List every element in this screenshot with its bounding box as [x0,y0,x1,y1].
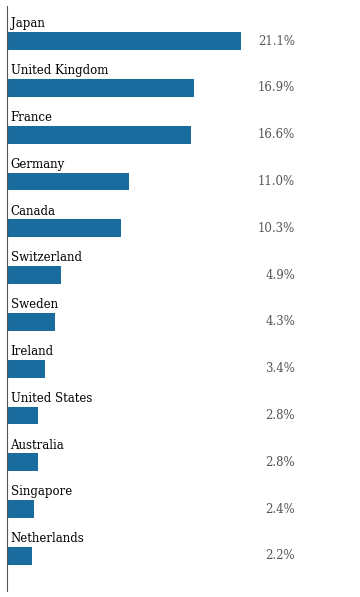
Bar [7,454,38,471]
Bar [7,220,121,237]
Text: 16.9%: 16.9% [258,81,295,94]
Text: 2.2%: 2.2% [266,549,295,562]
Text: Australia: Australia [10,439,64,451]
Text: Netherlands: Netherlands [10,532,84,545]
Text: United States: United States [10,392,92,405]
Text: Germany: Germany [10,158,65,171]
Bar [7,32,240,50]
Bar [7,500,34,518]
Text: 4.9%: 4.9% [265,269,295,282]
Bar [7,360,45,377]
Text: 10.3%: 10.3% [258,222,295,235]
Text: 2.4%: 2.4% [265,503,295,516]
Text: United Kingdom: United Kingdom [10,64,108,77]
Bar [7,547,32,565]
Bar [7,173,129,190]
Bar [7,79,194,97]
Bar [7,407,38,424]
Text: 2.8%: 2.8% [266,456,295,469]
Bar [7,266,61,284]
Text: 21.1%: 21.1% [258,35,295,48]
Text: Switzerland: Switzerland [10,251,81,264]
Text: 2.8%: 2.8% [266,409,295,422]
Bar [7,126,191,143]
Text: France: France [10,111,53,124]
Text: Ireland: Ireland [10,345,54,358]
Text: 3.4%: 3.4% [265,362,295,375]
Text: Japan: Japan [10,17,44,30]
Text: Canada: Canada [10,205,55,217]
Text: Sweden: Sweden [10,298,58,311]
Text: 11.0%: 11.0% [258,175,295,188]
Text: 4.3%: 4.3% [265,315,295,328]
Bar [7,313,55,331]
Text: Singapore: Singapore [10,485,72,498]
Text: 16.6%: 16.6% [258,128,295,141]
